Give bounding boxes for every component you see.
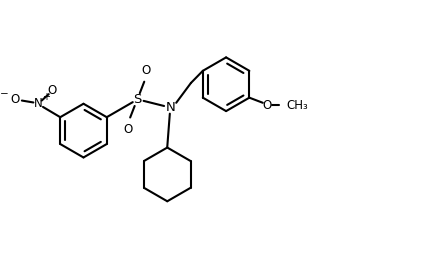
Text: O: O (124, 122, 133, 136)
Text: S: S (133, 93, 141, 106)
Text: O: O (10, 93, 19, 106)
Text: N: N (33, 97, 42, 110)
Text: N: N (165, 101, 175, 114)
Text: O: O (142, 64, 151, 77)
Text: O: O (47, 84, 57, 97)
Text: CH₃: CH₃ (286, 99, 308, 112)
Text: −: − (0, 89, 9, 99)
Text: O: O (263, 99, 272, 112)
Text: +: + (42, 92, 50, 102)
